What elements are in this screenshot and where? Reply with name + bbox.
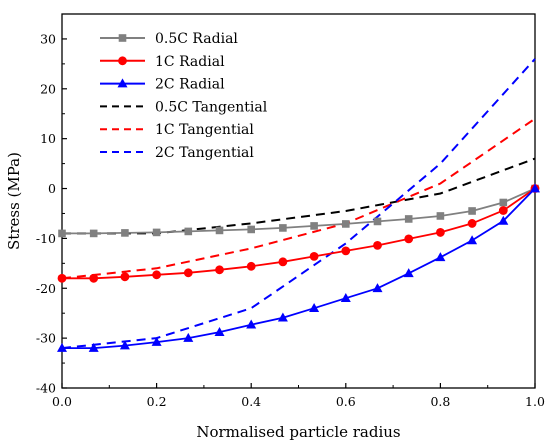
data-point xyxy=(214,326,225,336)
data-point xyxy=(121,229,129,237)
data-point xyxy=(89,273,99,283)
legend-marker xyxy=(118,56,127,66)
data-point xyxy=(247,225,255,234)
x-axis-label: Normalised particle radius xyxy=(196,423,400,441)
data-point xyxy=(120,272,130,282)
data-point xyxy=(151,336,162,346)
series-line xyxy=(62,187,536,235)
data-point xyxy=(340,293,351,303)
data-point xyxy=(498,206,508,215)
x-tick-label: 1.0 xyxy=(525,394,545,409)
legend-label: 0.5C Tangential xyxy=(155,99,268,115)
x-tick-label: 0.0 xyxy=(52,394,72,409)
legend-marker xyxy=(117,78,128,88)
data-point xyxy=(152,228,161,237)
legend-label: 1C Radial xyxy=(155,54,225,70)
data-point xyxy=(246,261,256,271)
legend-item: 2C Radial xyxy=(100,77,225,93)
legend-label: 2C Tangential xyxy=(155,145,254,161)
plot-frame xyxy=(61,13,536,389)
data-point xyxy=(372,283,383,293)
y-tick-label: -20 xyxy=(36,281,56,296)
data-point xyxy=(88,342,99,352)
data-point xyxy=(58,229,66,238)
data-point xyxy=(278,257,288,267)
data-point xyxy=(309,303,320,313)
data-point xyxy=(152,270,162,280)
data-point xyxy=(467,219,477,228)
data-point xyxy=(310,222,318,230)
data-point xyxy=(498,215,509,225)
data-point xyxy=(215,265,224,275)
series-lines xyxy=(57,58,540,352)
data-point xyxy=(403,268,414,278)
legend-item: 1C Radial xyxy=(100,54,225,70)
series-1c-tangential xyxy=(61,117,536,280)
data-point xyxy=(89,229,98,238)
data-point xyxy=(373,217,382,226)
legend-item: 2C Tangential xyxy=(100,145,254,161)
series-2c-radial xyxy=(57,183,540,352)
data-point xyxy=(404,215,413,223)
y-axis-label: Stress (MPa) xyxy=(5,152,23,250)
data-point xyxy=(57,273,67,283)
data-point xyxy=(499,198,508,207)
y-tick-label: 10 xyxy=(40,131,56,146)
legend-item: 0.5C Tangential xyxy=(100,99,268,115)
x-tick-label: 0.4 xyxy=(241,394,261,409)
series-line xyxy=(62,187,536,350)
data-point xyxy=(215,226,224,235)
series-0-5c-tangential xyxy=(62,157,536,235)
data-point xyxy=(342,220,350,228)
series-2c-tangential xyxy=(61,58,536,350)
data-point xyxy=(404,234,414,244)
series-line xyxy=(61,117,536,280)
legend-item: 0.5C Radial xyxy=(100,31,238,47)
series-line xyxy=(62,187,536,280)
data-point xyxy=(530,183,540,193)
legend-label: 0.5C Radial xyxy=(155,31,238,47)
y-tick-label: 20 xyxy=(40,81,56,96)
x-tick-label: 0.6 xyxy=(336,394,356,409)
legend: 0.5C Radial 1C Radial 2C Radial 0.5C Tangen… xyxy=(100,31,268,161)
series-line xyxy=(62,157,536,235)
data-point xyxy=(468,207,476,215)
x-tick-label: 0.8 xyxy=(430,394,450,409)
series-0-5c-radial xyxy=(58,184,539,238)
data-point xyxy=(279,224,287,232)
data-point xyxy=(57,342,67,352)
legend-item: 1C Tangential xyxy=(100,122,254,138)
legend-marker xyxy=(118,34,127,42)
series-line xyxy=(61,58,536,350)
data-point xyxy=(246,319,257,329)
y-tick-label: 0 xyxy=(48,181,56,196)
data-point xyxy=(467,235,478,245)
data-point xyxy=(373,240,382,250)
data-point xyxy=(436,228,445,237)
data-point xyxy=(341,246,351,256)
y-tick-label: -10 xyxy=(36,231,56,246)
x-tick-label: 0.2 xyxy=(147,394,167,409)
y-tick-label: -40 xyxy=(36,381,56,396)
data-point xyxy=(309,251,319,261)
data-point xyxy=(184,227,193,236)
legend-label: 2C Radial xyxy=(155,77,225,93)
data-point xyxy=(183,332,194,342)
data-point xyxy=(119,340,130,350)
legend-label: 1C Tangential xyxy=(155,122,254,138)
y-tick-label: 30 xyxy=(40,31,56,46)
data-point xyxy=(435,252,446,262)
data-point xyxy=(183,268,193,278)
data-point xyxy=(436,212,445,220)
axes: 0.0 0.2 0.4 0.6 0.8 1.0 -40 -30 -20 -10 0 10 20 30 xyxy=(36,13,545,409)
y-tick-label: -30 xyxy=(36,331,56,346)
data-point xyxy=(277,312,288,322)
